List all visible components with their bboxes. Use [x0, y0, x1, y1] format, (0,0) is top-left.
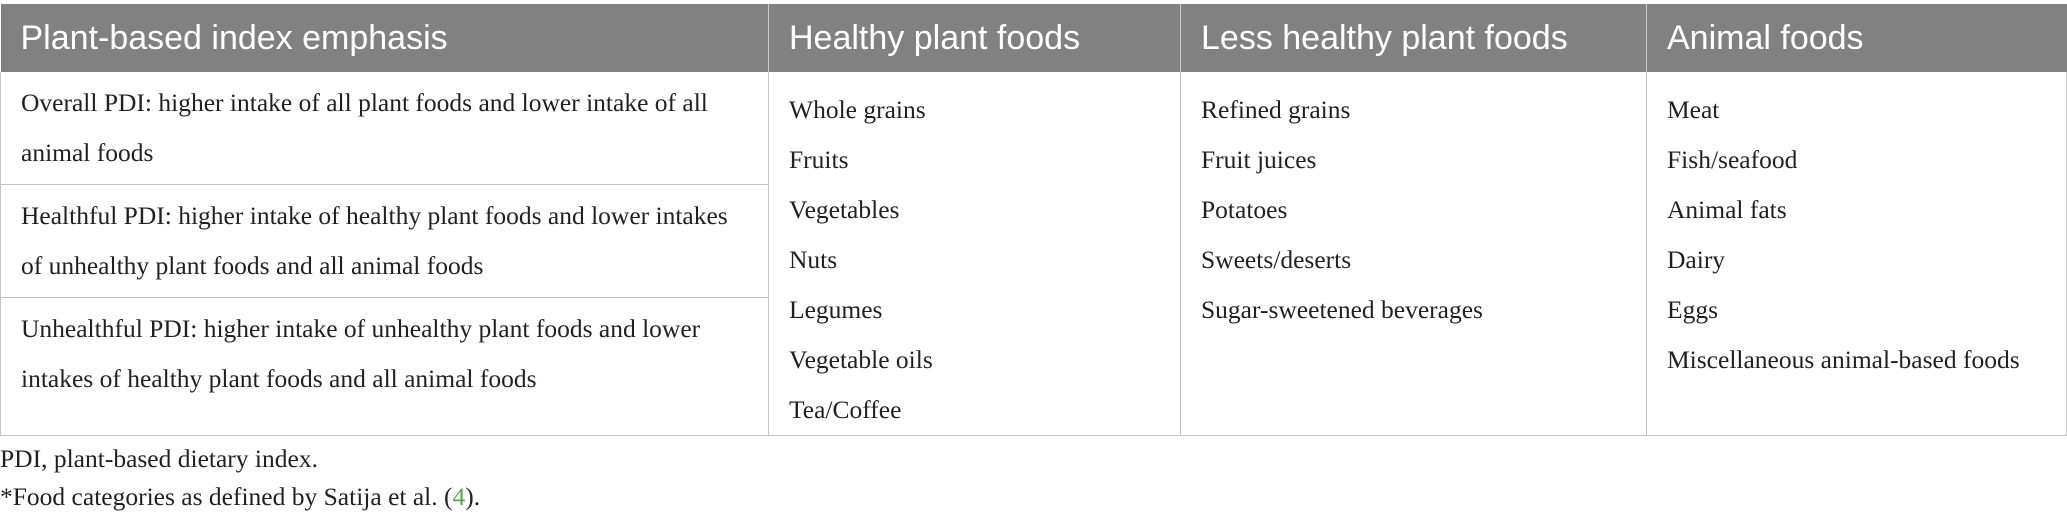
food-item: Fish/seafood [1667, 145, 1798, 174]
food-item: Refined grains [1201, 95, 1351, 124]
source-footnote-prefix: *Food categories as defined by Satija et… [0, 482, 453, 511]
food-item: Fruit juices [1201, 145, 1317, 174]
header-animal-foods: Animal foods [1646, 4, 2067, 72]
less-healthy-plant-foods-cell: Refined grains Fruit juices Potatoes Swe… [1180, 72, 1647, 436]
food-item: Whole grains [789, 95, 926, 124]
food-item: Potatoes [1201, 195, 1288, 224]
abbreviation-footnote: PDI, plant-based dietary index. [0, 444, 318, 473]
healthful-pdi-text: Healthful PDI: higher intake of healthy … [1, 185, 768, 298]
animal-foods-cell: Meat Fish/seafood Animal fats Dairy Eggs… [1646, 72, 2067, 436]
food-item: Miscellaneous animal-based foods [1667, 345, 2020, 374]
food-item: Eggs [1667, 295, 1718, 324]
unhealthful-pdi-text: Unhealthful PDI: higher intake of unheal… [21, 314, 701, 393]
food-item: Dairy [1667, 245, 1726, 274]
pdi-table: Plant-based index emphasis Healthy plant… [0, 4, 2067, 436]
food-item: Animal fats [1667, 195, 1787, 224]
food-item: Meat [1667, 95, 1720, 124]
table-header-row: Plant-based index emphasis Healthy plant… [0, 4, 2067, 72]
food-item: Fruits [789, 145, 849, 174]
food-item: Legumes [789, 295, 883, 324]
food-item: Sugar-sweetened beverages [1201, 295, 1483, 324]
reference-link[interactable]: 4 [452, 482, 466, 511]
food-item: Tea/Coffee [789, 395, 902, 424]
food-item: Vegetables [789, 195, 900, 224]
healthy-plant-foods-cell: Whole grains Fruits Vegetables Nuts Legu… [768, 72, 1181, 436]
food-item: Sweets/deserts [1201, 245, 1352, 274]
source-footnote-suffix: ). [465, 482, 481, 511]
table-row: Overall PDI: higher intake of all plant … [0, 72, 2067, 436]
overall-pdi-text: Overall PDI: higher intake of all plant … [1, 72, 768, 185]
header-less-healthy-plant-foods: Less healthy plant foods [1180, 4, 1647, 72]
food-item: Nuts [789, 245, 838, 274]
food-item: Vegetable oils [789, 345, 933, 374]
source-footnote: *Food categories as defined by Satija et… [0, 478, 480, 516]
header-index-emphasis: Plant-based index emphasis [0, 4, 769, 72]
header-healthy-plant-foods: Healthy plant foods [768, 4, 1181, 72]
index-emphasis-cell: Overall PDI: higher intake of all plant … [0, 72, 769, 436]
table-footnotes: PDI, plant-based dietary index. *Food ca… [0, 440, 480, 516]
